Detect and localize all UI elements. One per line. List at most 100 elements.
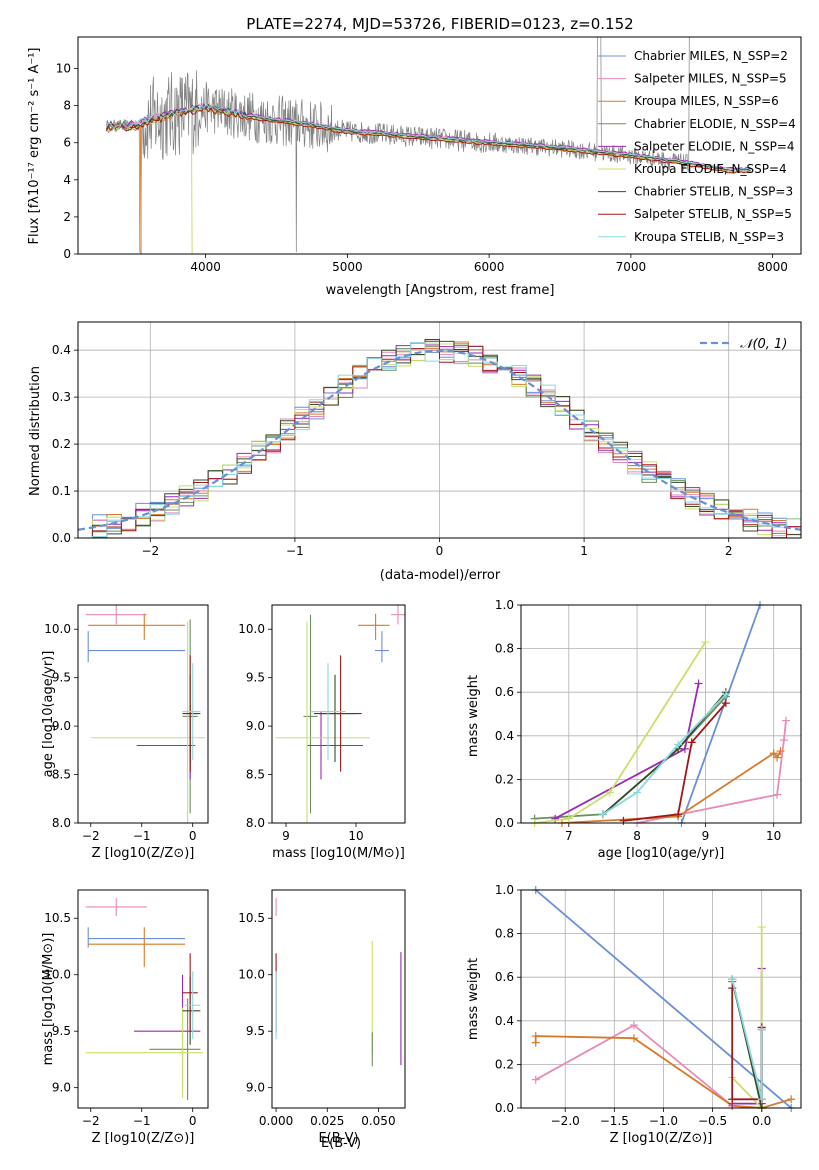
mass-vs-z-xlabel: Z [log10(Z/Z⊙)] xyxy=(92,1131,195,1146)
mass-weight-age-marker xyxy=(551,814,560,823)
gaussian-curve xyxy=(78,349,801,531)
mass-vs-z-xtick-label: 0 xyxy=(189,1114,197,1128)
mass-weight-age-xtick-label: 10 xyxy=(766,829,781,843)
mass-weight-age-line-chabrier-miles xyxy=(680,605,761,823)
legend-label: Salpeter STELIB, N_SSP=5 xyxy=(634,207,792,221)
residual-ytick-label: 0.4 xyxy=(52,343,71,357)
age-vs-mass-ytick-label: 8.0 xyxy=(246,816,265,830)
model-line-5 xyxy=(106,102,751,170)
mass-weight-age-xlabel: age [log10(age/yr)] xyxy=(598,846,725,861)
mass-weight-z-marker xyxy=(757,923,766,932)
residual-ytick-label: 0.1 xyxy=(52,484,71,498)
spectrum-xlabel: wavelength [Angstrom, rest frame] xyxy=(326,283,555,298)
mass-vs-z-ytick-label: 9.5 xyxy=(52,1024,71,1038)
legend-label: Chabrier MILES, N_SSP=2 xyxy=(634,49,788,63)
spectrum-xtick-label: 4000 xyxy=(190,260,221,274)
mass-weight-age-line-kroupa-miles xyxy=(561,750,782,823)
mass-weight-z-xtick-label: −0.5 xyxy=(698,1114,727,1128)
mass-weight-age-marker xyxy=(773,790,782,799)
mass-weight-age-ytick-label: 0.0 xyxy=(495,816,514,830)
spectrum-ytick-label: 8 xyxy=(63,99,71,113)
mass-weight-age-marker xyxy=(674,810,683,819)
mass-weight-z-marker xyxy=(531,1032,540,1041)
mass-weight-z-ytick-label: 0.0 xyxy=(495,1101,514,1115)
mass-vs-ebv-ytick-label: 9.0 xyxy=(246,1081,265,1095)
age-vs-mass-frame xyxy=(271,604,406,824)
mass-weight-age-frame xyxy=(520,604,802,824)
age-vs-z-ytick-label: 9.5 xyxy=(52,671,71,685)
spectrum-data-line xyxy=(106,37,690,253)
age-vs-mass-ytick-label: 8.5 xyxy=(246,768,265,782)
mass-weight-age-marker xyxy=(781,716,790,725)
legend-label: Chabrier STELIB, N_SSP=3 xyxy=(634,185,793,199)
model-drop-line xyxy=(190,114,193,254)
mass-vs-z-xtick-label: −2 xyxy=(82,1114,100,1128)
mass-vs-ebv-ytick-label: 9.5 xyxy=(246,1024,265,1038)
mass-weight-age-marker xyxy=(619,816,628,825)
mass-vs-z-ytick-label: 10.0 xyxy=(44,968,71,982)
mass-weight-age-marker xyxy=(680,744,689,753)
mass-weight-z-ytick-label: 0.6 xyxy=(495,970,514,984)
mass-weight-z-ytick-label: 1.0 xyxy=(495,883,514,897)
age-vs-z-xtick-label: −2 xyxy=(82,829,100,843)
legend-label: Chabrier ELODIE, N_SSP=4 xyxy=(634,117,796,131)
spectrum-xtick-label: 6000 xyxy=(474,260,505,274)
mass-weight-age-line-kroupa-stelib xyxy=(602,693,727,816)
residual-xtick-label: 2 xyxy=(725,544,733,558)
mass-weight-age-ylabel: mass weight xyxy=(466,675,481,757)
age-vs-mass-ytick-label: 9.5 xyxy=(246,671,265,685)
mass-weight-age-line-salpeter-miles xyxy=(636,720,787,823)
legend-label: Salpeter ELODIE, N_SSP=4 xyxy=(634,139,795,153)
residual-ytick-label: 0.2 xyxy=(52,437,71,451)
mass-vs-ebv-frame xyxy=(271,889,406,1109)
residual-xlabel: (data-model)/error xyxy=(380,568,501,583)
legend-label: Salpeter MILES, N_SSP=5 xyxy=(634,72,787,86)
model-drop-line xyxy=(139,126,142,254)
mass-vs-ebv-xtick-label: 0.000 xyxy=(259,1114,293,1128)
age-vs-mass-xtick-label: 9 xyxy=(282,829,290,843)
age-vs-z-frame xyxy=(77,604,209,824)
model-line-8 xyxy=(105,106,751,174)
mass-weight-age-marker xyxy=(598,810,607,819)
mass-weight-age-marker xyxy=(674,740,683,749)
mass-weight-age-marker xyxy=(701,638,710,647)
mass-weight-age-marker xyxy=(721,699,730,708)
spectrum-ytick-label: 6 xyxy=(63,136,71,150)
mass-weight-z-ytick-label: 0.2 xyxy=(495,1057,514,1071)
spectrum-ytick-label: 4 xyxy=(63,173,71,187)
mass-weight-age-marker xyxy=(633,788,642,797)
legend-label: Kroupa ELODIE, N_SSP=4 xyxy=(634,162,787,176)
age-vs-mass-xlabel: mass [log10(M/M⊙)] xyxy=(272,846,405,861)
legend-label: Kroupa STELIB, N_SSP=3 xyxy=(634,230,784,244)
age-vs-z-xtick-label: 0 xyxy=(189,829,197,843)
mass-vs-z-xtick-label: −1 xyxy=(133,1114,151,1128)
model-line-9 xyxy=(105,103,751,171)
spectrum-ylabel: Flux [fλ10⁻¹⁷ erg cm⁻² s⁻¹ A⁻¹] xyxy=(27,48,42,245)
mass-weight-z-line-kroupa-elodie xyxy=(731,927,763,1108)
mass-vs-ebv-ytick-label: 10.5 xyxy=(238,911,265,925)
mass-weight-z-ytick-label: 0.8 xyxy=(495,927,514,941)
ebv-xlabel: E(B-V) xyxy=(321,1136,361,1151)
mass-weight-age-xtick-label: 9 xyxy=(702,829,710,843)
mass-weight-age-ytick-label: 0.2 xyxy=(495,772,514,786)
mass-weight-age-marker xyxy=(773,753,782,762)
mass-vs-z-ytick-label: 10.5 xyxy=(44,911,71,925)
chart-title: PLATE=2274, MJD=53726, FIBERID=0123, z=0… xyxy=(246,15,633,33)
mass-weight-z-marker xyxy=(629,1034,638,1043)
residual-ytick-label: 0.0 xyxy=(52,531,71,545)
mass-weight-age-marker xyxy=(721,690,730,699)
age-vs-z-ytick-label: 9.0 xyxy=(52,719,71,733)
mass-weight-z-frame xyxy=(520,889,802,1109)
residual-ylabel: Normed distribution xyxy=(28,366,43,496)
residual-xtick-label: 0 xyxy=(436,544,444,558)
residual-xtick-label: −1 xyxy=(286,544,304,558)
mass-weight-z-marker xyxy=(728,975,737,984)
mass-weight-z-marker xyxy=(787,1095,796,1104)
residual-xtick-label: 1 xyxy=(580,544,588,558)
mass-vs-z-ylabel: mass [log10(M/M⊙)] xyxy=(41,933,56,1066)
age-vs-z-ytick-label: 8.5 xyxy=(52,768,71,782)
mass-weight-age-ytick-label: 0.4 xyxy=(495,729,514,743)
mass-weight-z-marker xyxy=(531,1075,540,1084)
legend-gaussian-label: 𝒩(0, 1) xyxy=(740,337,787,352)
